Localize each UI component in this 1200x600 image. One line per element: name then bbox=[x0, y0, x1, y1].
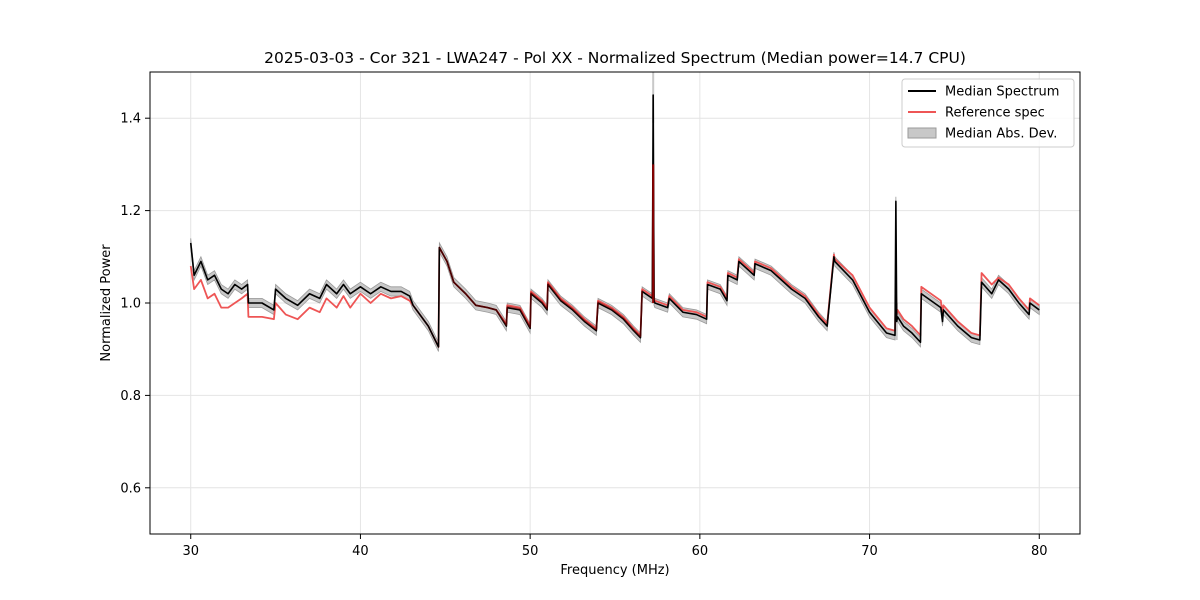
x-tick-label: 40 bbox=[352, 544, 369, 559]
x-tick-label: 70 bbox=[861, 544, 878, 559]
x-tick-label: 30 bbox=[182, 544, 199, 559]
overlap-segment bbox=[438, 247, 643, 338]
reference-spectrum-line bbox=[189, 163, 1040, 348]
mad-band bbox=[190, 90, 1040, 352]
x-axis-label: Frequency (MHz) bbox=[560, 563, 669, 578]
legend-box bbox=[901, 78, 1075, 148]
y-tick-label: 0.6 bbox=[120, 481, 141, 496]
legend: Median Spectrum Reference spec Median Ab… bbox=[901, 78, 1075, 148]
y-tick-label: 1.2 bbox=[120, 204, 141, 219]
legend-label-reference: Reference spec bbox=[945, 106, 1045, 121]
axis-ticks: 30 40 50 60 70 80 0.6 0.8 1.0 1.2 1.4 bbox=[120, 112, 1047, 559]
x-tick-label: 80 bbox=[1031, 544, 1048, 559]
plot-area bbox=[189, 72, 1040, 352]
legend-swatch-mad bbox=[907, 127, 937, 139]
median-spectrum-line bbox=[189, 94, 1040, 348]
y-tick-label: 0.8 bbox=[120, 389, 141, 404]
y-tick-label: 1.0 bbox=[120, 297, 141, 312]
legend-label-median: Median Spectrum bbox=[945, 85, 1059, 100]
y-axis-label: Normalized Power bbox=[99, 244, 114, 362]
x-tick-label: 50 bbox=[522, 544, 539, 559]
x-tick-label: 60 bbox=[692, 544, 709, 559]
y-tick-label: 1.4 bbox=[120, 112, 141, 127]
legend-label-mad: Median Abs. Dev. bbox=[945, 127, 1057, 142]
chart-title: 2025-03-03 - Cor 321 - LWA247 - Pol XX -… bbox=[264, 49, 966, 67]
